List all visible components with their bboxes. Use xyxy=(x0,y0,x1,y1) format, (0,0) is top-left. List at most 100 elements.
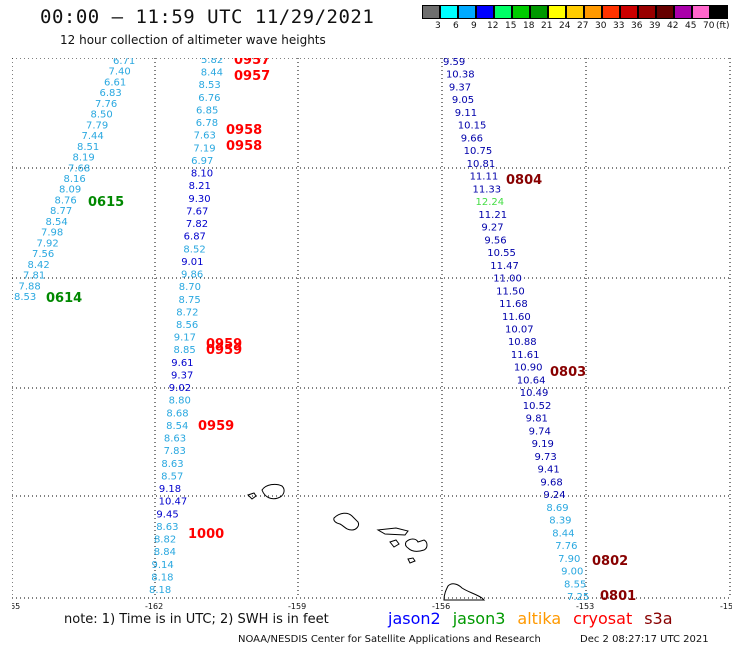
pass-time-label: 0958 xyxy=(226,123,262,138)
wave-value-track-a: 7.88 xyxy=(19,281,41,292)
lon-tick-label: -159 xyxy=(288,602,306,611)
wave-value-track-c: 10.90 xyxy=(514,363,543,374)
scale-swatch xyxy=(710,5,728,19)
wave-value-track-a: 7.56 xyxy=(32,249,54,260)
scale-swatch xyxy=(458,5,476,19)
pass-time-label: 0801 xyxy=(600,589,636,604)
scale-swatch xyxy=(620,5,638,19)
wave-value-track-c: 9.27 xyxy=(481,223,503,234)
wave-value-track-b: 8.82 xyxy=(154,535,176,546)
wave-value-track-a: 8.76 xyxy=(55,195,77,206)
pass-time-label: 0959 xyxy=(206,343,242,358)
wave-value-track-a: 7.79 xyxy=(86,120,108,131)
pass-time-label: 0803 xyxy=(550,365,586,380)
satellite-legend: jason2 jason3 altika cryosat s3a xyxy=(388,609,685,628)
scale-unit: (ft) xyxy=(716,21,730,31)
island-molokai xyxy=(376,527,409,536)
wave-value-track-c: 8.44 xyxy=(552,528,574,539)
lon-tick-label: -153 xyxy=(576,602,594,611)
wave-value-track-b: 6.97 xyxy=(191,156,213,167)
wave-value-track-a: 7.76 xyxy=(95,99,117,110)
wave-value-track-c: 10.88 xyxy=(508,337,537,348)
wave-value-track-b: 9.45 xyxy=(156,509,178,520)
wave-value-track-b: 8.54 xyxy=(166,421,188,432)
wave-value-track-c: 9.73 xyxy=(535,452,557,463)
wave-value-track-c: 9.05 xyxy=(452,95,474,106)
wave-value-track-b: 9.02 xyxy=(169,383,191,394)
wave-value-track-b: 8.52 xyxy=(183,244,205,255)
wave-value-track-a: 6.83 xyxy=(100,88,122,99)
wave-value-track-b: 8.56 xyxy=(176,320,198,331)
wave-value-track-a: 6.71 xyxy=(113,58,135,67)
footer-note: note: 1) Time is in UTC; 2) SWH is in fe… xyxy=(64,612,329,627)
footer-timestamp: Dec 2 08:27:17 UTC 2021 xyxy=(580,634,709,645)
wave-value-track-c: 10.49 xyxy=(520,388,549,399)
wave-value-track-c: 10.07 xyxy=(505,325,534,336)
wave-value-track-c: 9.00 xyxy=(561,567,583,578)
wave-value-track-b: 8.44 xyxy=(201,68,223,79)
wave-value-track-b: 8.63 xyxy=(164,434,186,445)
map-frame xyxy=(12,58,732,598)
wave-value-track-a: 7.44 xyxy=(82,131,104,142)
wave-value-track-a: 8.09 xyxy=(59,185,81,196)
wave-value-track-b: 7.63 xyxy=(194,131,216,142)
wave-value-track-c: 9.41 xyxy=(537,465,559,476)
wave-value-track-c: 10.55 xyxy=(487,248,516,259)
scale-label: 15 xyxy=(505,21,517,31)
pass-time-label: 0958 xyxy=(226,139,262,154)
wave-value-track-a: 7.81 xyxy=(23,271,45,282)
wave-value-track-a: 6.61 xyxy=(104,77,126,88)
wave-value-track-a: 8.42 xyxy=(28,260,50,271)
pass-time-label: 0802 xyxy=(592,554,628,569)
wave-value-track-b: 8.68 xyxy=(166,408,188,419)
wave-value-track-c: 7.90 xyxy=(558,554,580,565)
scale-label: 24 xyxy=(559,21,571,31)
wave-value-track-b: 8.72 xyxy=(176,307,198,318)
wave-value-track-b: 7.82 xyxy=(186,219,208,230)
wave-value-track-c: 11.21 xyxy=(478,210,507,221)
pass-time-label: 0804 xyxy=(506,173,542,188)
wave-value-track-b: 9.14 xyxy=(151,560,173,571)
lon-tick-label: -150 xyxy=(720,602,732,611)
wave-value-track-b: 10.47 xyxy=(159,497,188,508)
pass-time-label: 0957 xyxy=(234,69,270,84)
wave-value-track-a: 7.68 xyxy=(68,163,90,174)
altimeter-tracks: 6.717.406.616.837.768.507.797.448.518.19… xyxy=(14,58,636,604)
wave-value-track-b: 9.61 xyxy=(171,358,193,369)
footer-credit: NOAA/NESDIS Center for Satellite Applica… xyxy=(238,634,541,645)
wave-value-track-c: 9.24 xyxy=(543,490,565,501)
wave-value-track-b: 7.19 xyxy=(193,143,215,154)
wave-value-track-c: 11.47 xyxy=(490,261,519,272)
pass-time-label: 0959 xyxy=(198,419,234,434)
scale-swatch xyxy=(494,5,512,19)
wave-value-track-b: 9.37 xyxy=(171,370,193,381)
wave-value-track-b: 9.17 xyxy=(174,333,196,344)
wave-value-track-b: 8.63 xyxy=(156,522,178,533)
wave-value-track-b: 8.84 xyxy=(154,547,176,558)
wave-value-track-a: 8.77 xyxy=(50,206,72,217)
island-hawaii xyxy=(443,583,486,601)
scale-swatch xyxy=(512,5,530,19)
color-scale-bar xyxy=(422,5,728,19)
scale-swatch xyxy=(566,5,584,19)
wave-value-track-b: 8.18 xyxy=(149,585,171,596)
wave-value-track-c: 11.60 xyxy=(502,312,531,323)
wave-value-track-c: 9.37 xyxy=(449,82,471,93)
wave-value-track-c: 10.38 xyxy=(446,70,475,81)
scale-swatch xyxy=(638,5,656,19)
scale-swatch xyxy=(692,5,710,19)
lon-tick-label: -162 xyxy=(145,602,163,611)
wave-value-track-c: 10.64 xyxy=(517,375,546,386)
wave-value-track-b: 8.63 xyxy=(161,459,183,470)
color-scale-labels: 3 6 9 12 15 18 21 24 27 30 33 36 39 42 45 70 (ft) xyxy=(422,21,732,35)
legend-jason2: jason2 xyxy=(388,609,441,628)
scale-swatch xyxy=(530,5,548,19)
island-oahu xyxy=(333,512,359,531)
wave-value-track-c: 9.81 xyxy=(526,414,548,425)
scale-swatch xyxy=(602,5,620,19)
scale-swatch xyxy=(674,5,692,19)
island-kahoolawe xyxy=(407,557,416,564)
wave-value-track-b: 9.86 xyxy=(181,270,203,281)
wave-value-track-b: 8.80 xyxy=(169,396,191,407)
scale-swatch xyxy=(476,5,494,19)
